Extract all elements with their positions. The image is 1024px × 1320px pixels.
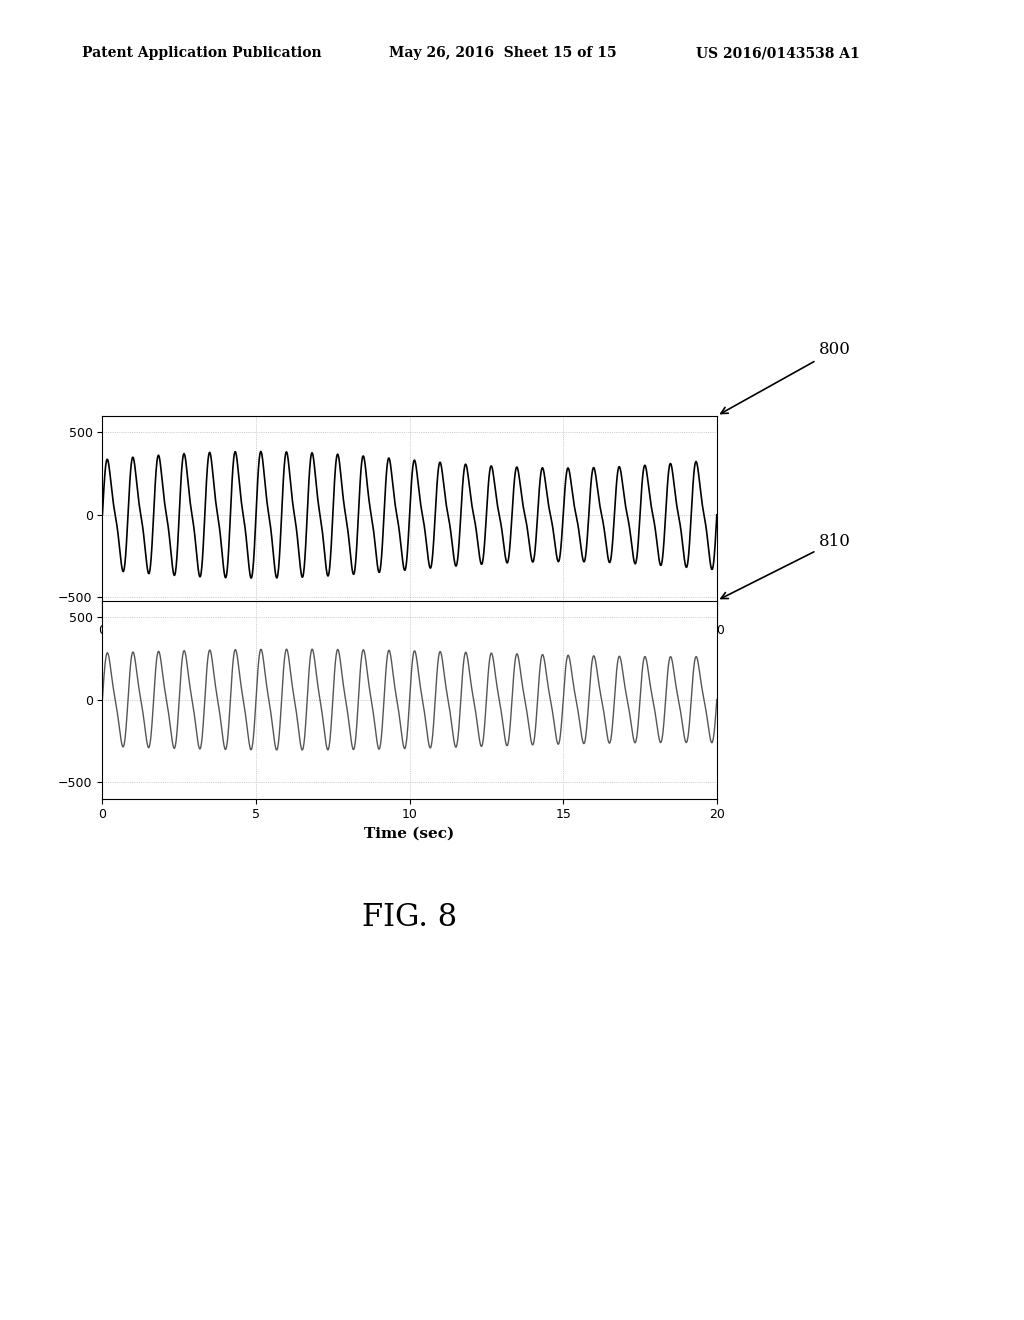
Text: 800: 800 [721,342,851,413]
X-axis label: Time (sec): Time (sec) [365,826,455,841]
Text: US 2016/0143538 A1: US 2016/0143538 A1 [696,46,860,61]
Text: May 26, 2016  Sheet 15 of 15: May 26, 2016 Sheet 15 of 15 [389,46,616,61]
Text: 810: 810 [721,533,851,598]
Text: FIG. 8: FIG. 8 [362,902,457,933]
Text: Patent Application Publication: Patent Application Publication [82,46,322,61]
